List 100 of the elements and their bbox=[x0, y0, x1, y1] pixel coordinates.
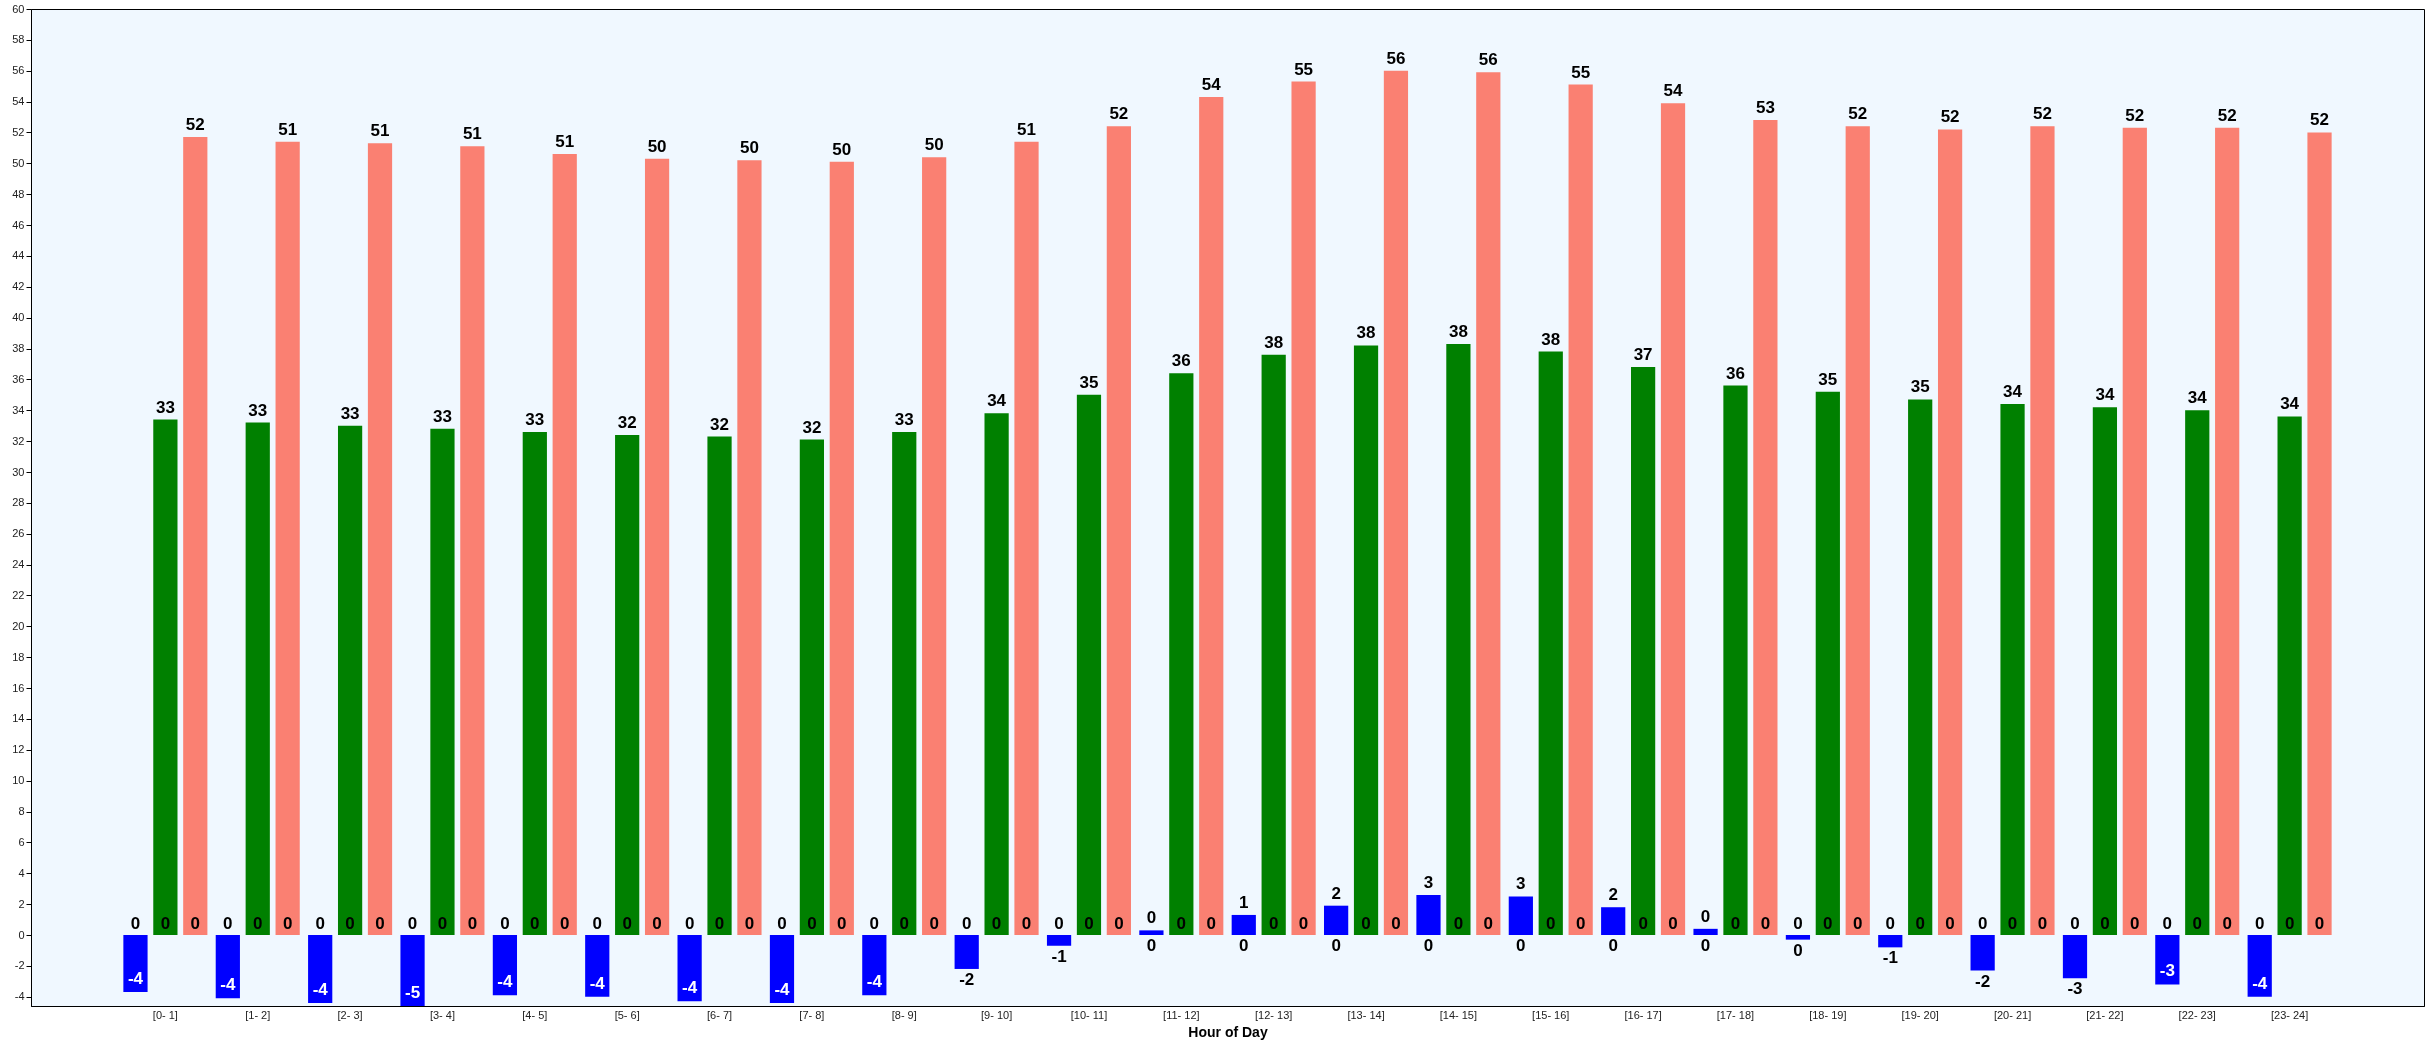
annotation: 0 bbox=[1298, 914, 1309, 934]
x-tick-label: [13- 14] bbox=[1347, 1008, 1385, 1021]
annotation: 0 bbox=[592, 914, 602, 934]
y-tick-label: 20 bbox=[12, 619, 25, 632]
annotation: 0 bbox=[190, 914, 201, 934]
bar bbox=[337, 425, 363, 936]
bar bbox=[2185, 410, 2210, 936]
y-tick-label: 42 bbox=[12, 280, 25, 293]
data-label: 34 bbox=[2187, 388, 2208, 408]
bar bbox=[892, 431, 917, 936]
annotation: 0 bbox=[1268, 914, 1279, 934]
bar bbox=[1845, 126, 1870, 936]
x-tick-label: [1- 2] bbox=[245, 1008, 271, 1021]
data-label: 35 bbox=[1818, 369, 1838, 389]
y-tick-label: 48 bbox=[12, 187, 25, 200]
x-tick-label: [18- 19] bbox=[1809, 1008, 1847, 1021]
bar bbox=[1538, 351, 1563, 936]
data-label: 55 bbox=[1294, 59, 1314, 79]
annotation: 0 bbox=[1516, 936, 1526, 956]
data-label: -4 bbox=[774, 979, 791, 999]
x-tick-label: [16- 17] bbox=[1624, 1008, 1662, 1021]
data-label: 35 bbox=[1910, 377, 1930, 397]
annotation: 0 bbox=[1638, 914, 1648, 934]
annotation: 0 bbox=[1084, 914, 1094, 934]
data-label: 54 bbox=[1663, 81, 1684, 101]
bar bbox=[2000, 404, 2025, 936]
data-label: 34 bbox=[2095, 385, 2115, 405]
y-tick-label: 22 bbox=[12, 588, 25, 601]
data-label: -4 bbox=[682, 978, 698, 998]
annotation: 0 bbox=[2284, 914, 2295, 934]
bar bbox=[1937, 129, 1963, 936]
annotation: 0 bbox=[2070, 914, 2080, 934]
data-label: -2 bbox=[1975, 971, 1991, 991]
bar bbox=[1601, 907, 1626, 936]
bar bbox=[644, 158, 670, 936]
x-tick-label: [0- 1] bbox=[152, 1008, 178, 1021]
data-label: 33 bbox=[155, 397, 175, 417]
data-label: -4 bbox=[2252, 973, 2268, 993]
y-tick-label: 0 bbox=[18, 928, 25, 941]
bar bbox=[1199, 96, 1224, 936]
x-tick-label: [8- 9] bbox=[891, 1008, 917, 1021]
data-label: -4 bbox=[589, 973, 606, 993]
x-tick-label: [5- 6] bbox=[614, 1008, 640, 1021]
y-tick-label: 54 bbox=[12, 95, 25, 108]
x-tick-label: [17- 18] bbox=[1716, 1008, 1755, 1021]
y-tick-label: 34 bbox=[12, 403, 25, 416]
data-label: 3 bbox=[1516, 874, 1526, 894]
annotation: 0 bbox=[1668, 914, 1678, 934]
data-label: -3 bbox=[2159, 961, 2175, 981]
bar bbox=[1076, 394, 1102, 936]
data-label: 50 bbox=[739, 138, 759, 158]
data-label: -4 bbox=[866, 972, 883, 992]
annotation: 0 bbox=[1793, 914, 1803, 934]
annotation: 0 bbox=[1361, 914, 1371, 934]
y-tick-label: 8 bbox=[18, 805, 25, 818]
data-label: 36 bbox=[1171, 351, 1191, 371]
bar bbox=[862, 935, 887, 996]
annotation: 0 bbox=[253, 914, 263, 934]
data-label: 51 bbox=[555, 132, 575, 152]
annotation: 0 bbox=[684, 914, 695, 934]
annotation: 0 bbox=[714, 914, 725, 934]
y-tick-label: 6 bbox=[18, 835, 25, 848]
x-tick-label: [20- 21] bbox=[1993, 1008, 2032, 1021]
annotation: 0 bbox=[1483, 914, 1494, 934]
annotation: 0 bbox=[899, 914, 909, 934]
data-label: 37 bbox=[1633, 345, 1653, 365]
bar bbox=[245, 422, 270, 936]
x-tick-label: [19- 20] bbox=[1901, 1008, 1939, 1021]
annotation: 0 bbox=[1453, 914, 1464, 934]
y-tick-label: 16 bbox=[12, 681, 25, 694]
annotation: 0 bbox=[2314, 914, 2325, 934]
data-label: -4 bbox=[312, 979, 329, 999]
data-label: 51 bbox=[1017, 119, 1036, 139]
data-label: -4 bbox=[497, 972, 513, 992]
annotation: 0 bbox=[1239, 936, 1249, 956]
bar bbox=[1261, 354, 1286, 936]
annotation: 0 bbox=[1114, 914, 1124, 934]
bar bbox=[1383, 70, 1409, 936]
data-label: 33 bbox=[248, 400, 268, 420]
annotation: 0 bbox=[2254, 914, 2265, 934]
data-label: -4 bbox=[127, 969, 144, 989]
bar bbox=[737, 160, 762, 936]
data-label: 0 bbox=[1700, 906, 1711, 926]
annotation: 0 bbox=[2130, 914, 2140, 934]
data-label: 33 bbox=[340, 403, 360, 423]
y-tick-label: 24 bbox=[12, 558, 25, 571]
annotation: 0 bbox=[2222, 914, 2232, 934]
annotation: 0 bbox=[1945, 914, 1955, 934]
annotation: 0 bbox=[777, 914, 787, 934]
annotation: 0 bbox=[869, 914, 880, 934]
data-label: 38 bbox=[1356, 323, 1376, 343]
bar bbox=[1014, 141, 1039, 936]
data-label: 52 bbox=[2032, 104, 2052, 124]
annotation: 0 bbox=[130, 914, 141, 934]
bar bbox=[2215, 127, 2240, 936]
annotation: 0 bbox=[1546, 914, 1556, 934]
data-label: 2 bbox=[1331, 883, 1341, 903]
y-tick-label: 60 bbox=[12, 2, 25, 15]
data-label: 52 bbox=[1848, 104, 1868, 124]
annotation: 0 bbox=[929, 914, 939, 934]
